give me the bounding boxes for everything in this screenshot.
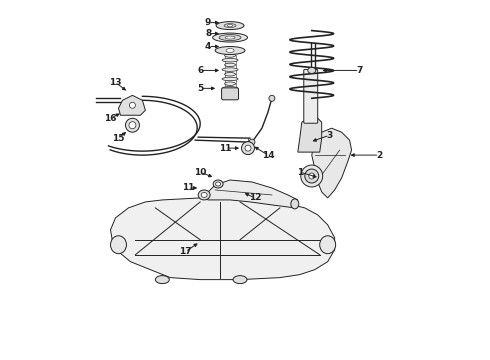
Ellipse shape [305, 169, 318, 183]
Polygon shape [298, 118, 322, 152]
Ellipse shape [224, 82, 236, 85]
Ellipse shape [213, 33, 247, 42]
Text: 8: 8 [205, 29, 211, 38]
Text: 12: 12 [249, 193, 261, 202]
Ellipse shape [222, 58, 238, 62]
Ellipse shape [129, 102, 135, 108]
Ellipse shape [224, 72, 236, 76]
Ellipse shape [226, 49, 234, 53]
Text: 15: 15 [112, 134, 125, 143]
Text: 11: 11 [182, 184, 195, 193]
Ellipse shape [249, 139, 255, 145]
Text: 1: 1 [296, 167, 303, 176]
Text: 9: 9 [205, 18, 211, 27]
Ellipse shape [222, 77, 238, 81]
Text: 3: 3 [326, 131, 333, 140]
Ellipse shape [213, 180, 223, 188]
Ellipse shape [242, 141, 254, 154]
Ellipse shape [225, 36, 235, 39]
Ellipse shape [319, 236, 336, 254]
Ellipse shape [222, 87, 238, 90]
Text: 5: 5 [197, 84, 203, 93]
Ellipse shape [216, 182, 220, 186]
FancyBboxPatch shape [221, 88, 239, 100]
Ellipse shape [269, 95, 275, 101]
Ellipse shape [309, 173, 315, 179]
Ellipse shape [198, 190, 210, 200]
Ellipse shape [125, 118, 140, 132]
Ellipse shape [301, 165, 323, 187]
Ellipse shape [201, 193, 207, 197]
Text: 7: 7 [356, 66, 363, 75]
Ellipse shape [291, 199, 299, 209]
Text: 10: 10 [194, 167, 206, 176]
Ellipse shape [224, 24, 236, 28]
Text: 2: 2 [376, 150, 383, 159]
Ellipse shape [308, 67, 316, 73]
Ellipse shape [245, 145, 251, 151]
Text: 11: 11 [219, 144, 231, 153]
Ellipse shape [155, 276, 169, 284]
Ellipse shape [224, 63, 236, 67]
Text: 6: 6 [197, 66, 203, 75]
Ellipse shape [219, 35, 241, 41]
Polygon shape [312, 128, 352, 198]
Ellipse shape [227, 24, 233, 27]
Ellipse shape [215, 46, 245, 54]
Polygon shape [111, 198, 335, 280]
FancyBboxPatch shape [304, 69, 318, 123]
Text: 4: 4 [205, 42, 211, 51]
Polygon shape [200, 180, 298, 208]
Text: 17: 17 [179, 247, 192, 256]
Ellipse shape [222, 68, 238, 71]
Polygon shape [119, 95, 146, 115]
Ellipse shape [129, 122, 136, 129]
Ellipse shape [216, 22, 244, 30]
Text: 16: 16 [104, 114, 117, 123]
Ellipse shape [233, 276, 247, 284]
Ellipse shape [111, 236, 126, 254]
Text: 13: 13 [109, 78, 122, 87]
Ellipse shape [224, 54, 236, 57]
Text: 14: 14 [262, 150, 274, 159]
